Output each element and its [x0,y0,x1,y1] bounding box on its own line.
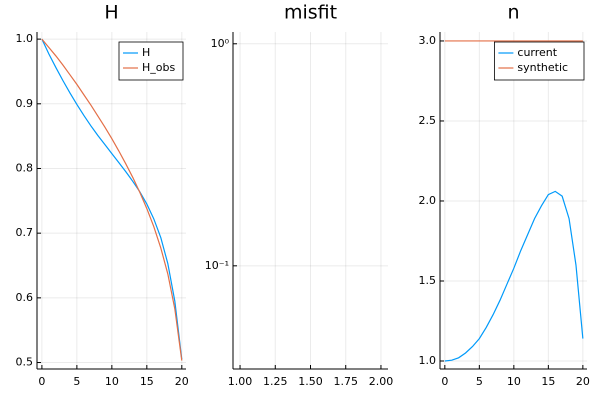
x-tick-label: 0 [38,375,45,388]
y-tick-label: 1.5 [419,274,437,287]
legend-label: synthetic [517,61,568,74]
y-tick-label: 2.0 [419,194,437,207]
x-tick-label: 10 [105,375,119,388]
series-line [444,190,584,362]
x-tick-label: 0 [441,375,448,388]
y-tick-label: 10⁻¹ [205,259,229,272]
panel-title: H [104,2,118,24]
y-tick-label: 2.5 [419,114,437,127]
y-tick-label: 10⁰ [211,37,230,50]
y-tick-label: 0.8 [16,161,34,174]
x-tick-label: 1.50 [298,375,323,388]
x-tick-label: 2.00 [369,375,394,388]
series-line [41,38,183,360]
y-tick-label: 0.7 [16,226,34,239]
legend-label: current [517,46,557,59]
x-tick-label: 1.00 [228,375,253,388]
x-tick-label: 5 [476,375,483,388]
x-tick-label: 1.75 [333,375,358,388]
series-line [41,38,183,361]
panel-title: misfit [284,2,337,24]
y-tick-label: 1.0 [16,32,34,45]
x-tick-label: 15 [140,375,154,388]
x-tick-label: 5 [73,375,80,388]
y-tick-label: 3.0 [419,34,437,47]
legend-box [118,41,184,81]
legend-label: H_obs [142,61,175,74]
y-tick-label: 0.6 [16,291,34,304]
y-tick-label: 0.9 [16,97,34,110]
y-tick-label: 0.5 [16,356,34,369]
x-tick-label: 20 [175,375,189,388]
legend-label: H [142,46,150,59]
x-tick-label: 20 [576,375,590,388]
panel-title: n [507,2,519,24]
legend-box [493,41,585,81]
x-tick-label: 15 [541,375,555,388]
y-tick-label: 1.0 [419,354,437,367]
x-tick-label: 1.25 [263,375,288,388]
x-tick-label: 10 [507,375,521,388]
